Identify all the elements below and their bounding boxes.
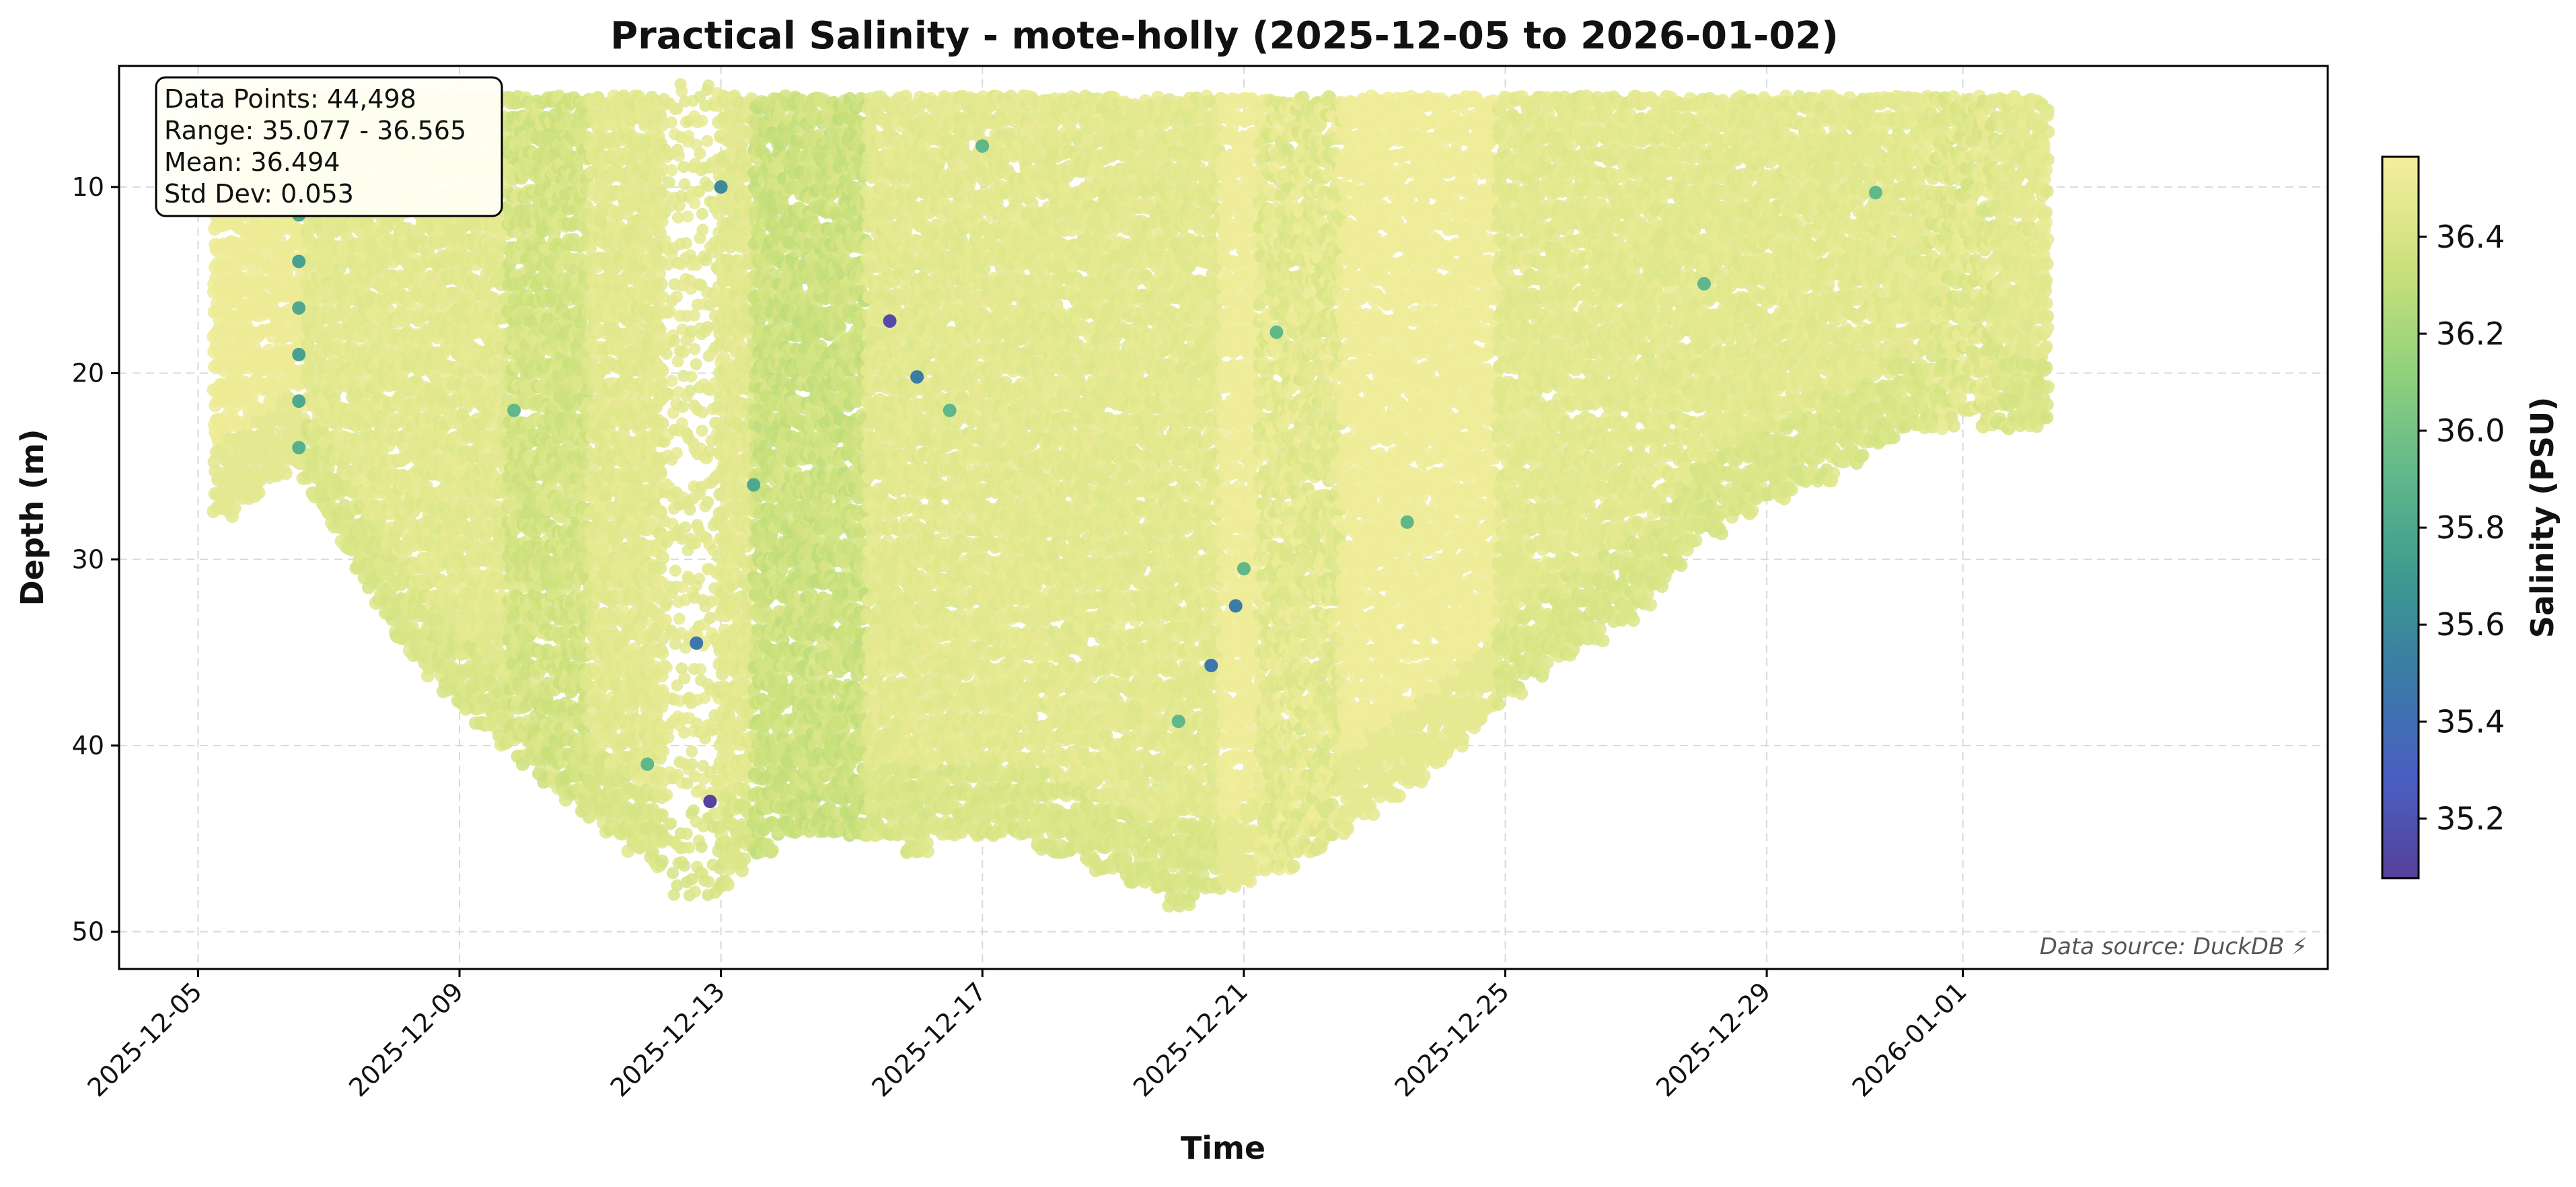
scatter-points [207, 78, 2055, 913]
chart-title: Practical Salinity - mote-holly (2025-12… [610, 14, 1839, 58]
scatter-point [252, 486, 266, 500]
scatter-point [279, 466, 293, 480]
scatter-point [227, 501, 242, 515]
